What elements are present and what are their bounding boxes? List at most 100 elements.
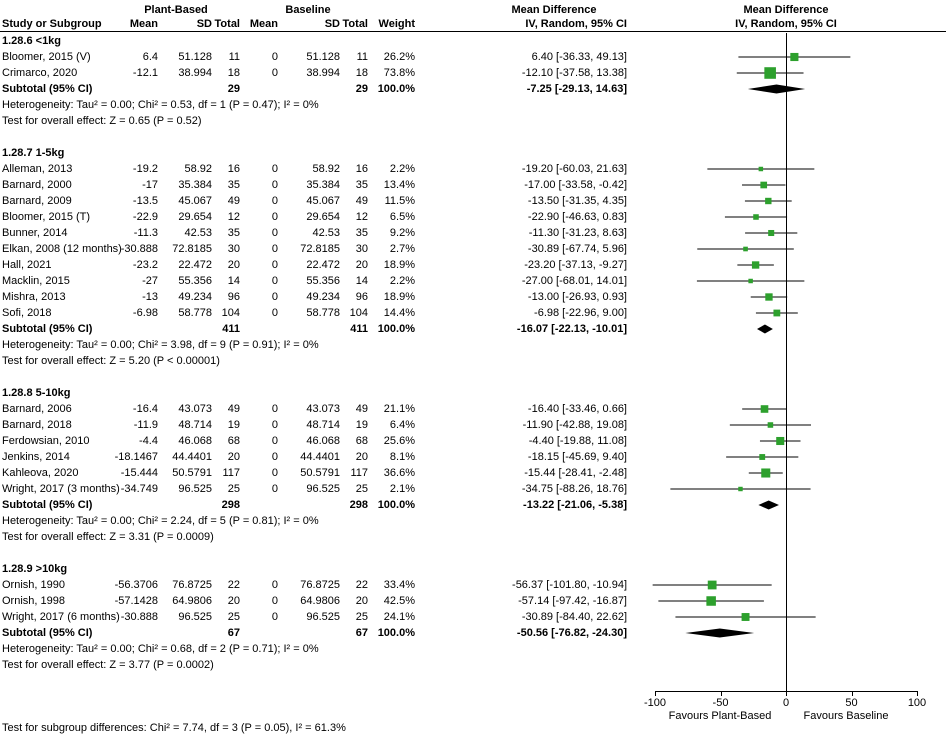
subgroup-title: 1.28.9 >10kg xyxy=(2,563,68,575)
baseline-sd: 29.654 xyxy=(306,211,340,223)
effect-square xyxy=(790,52,799,62)
baseline-sd: 38.994 xyxy=(306,67,340,79)
baseline-mean: 0 xyxy=(271,195,278,207)
baseline-mean: 0 xyxy=(271,483,278,495)
baseline-total: 20 xyxy=(355,259,368,271)
effect-square xyxy=(741,613,750,621)
plant-total: 25 xyxy=(227,611,240,623)
effect-square xyxy=(765,293,773,301)
weight-value: 36.6% xyxy=(383,467,415,479)
mean-difference-plot-header: Mean Difference xyxy=(743,4,829,16)
heterogeneity-row: Heterogeneity: Tau² = 0.00; Chi² = 0.53,… xyxy=(0,97,946,113)
plant-mean: -16.4 xyxy=(132,403,158,415)
plant-mean: -56.3706 xyxy=(114,579,158,591)
ci-text: -30.89 [-84.40, 22.62] xyxy=(521,611,627,623)
heterogeneity-row: Heterogeneity: Tau² = 0.00; Chi² = 0.68,… xyxy=(0,641,946,657)
ci-text: -56.37 [-101.80, -10.94] xyxy=(512,579,627,591)
weight-value: 18.9% xyxy=(383,291,415,303)
plant-total: 298 xyxy=(221,499,240,511)
study-row: Jenkins, 2014 -18.1467 44.4401 20 0 44.4401 20… xyxy=(0,449,946,465)
plant-mean: -13 xyxy=(142,291,158,303)
study-column-header: Study or Subgroup xyxy=(2,18,102,30)
subtotal-label: Subtotal (95% CI) xyxy=(2,627,93,639)
ci-plot xyxy=(745,229,798,237)
ci-text: -18.15 [-45.69, 9.40] xyxy=(527,451,627,463)
subgroup-title-row: 1.28.9 >10kg xyxy=(0,561,946,577)
plant-total: 30 xyxy=(227,243,240,255)
effect-square xyxy=(765,197,772,205)
effect-square xyxy=(761,468,771,478)
study-name: Bunner, 2014 xyxy=(2,227,68,239)
plant-total: 12 xyxy=(227,211,240,223)
baseline-total: 117 xyxy=(350,467,368,479)
plant-mean: -12.1 xyxy=(132,67,158,79)
plant-mean: -27 xyxy=(142,275,158,287)
axis-tick-label: -100 xyxy=(643,697,667,709)
baseline-total: 25 xyxy=(355,483,368,495)
baseline-sd: 96.525 xyxy=(306,483,340,495)
ci-text: -16.07 [-22.13, -10.01] xyxy=(516,323,627,335)
study-row: Kahleova, 2020 -15.444 50.5791 117 0 50.5791 1… xyxy=(0,465,946,481)
baseline-total: 20 xyxy=(355,451,368,463)
ci-plot xyxy=(758,500,779,510)
ci-plot xyxy=(729,422,811,428)
baseline-sd: 43.073 xyxy=(306,403,340,415)
heterogeneity-text: Heterogeneity: Tau² = 0.00; Chi² = 0.53,… xyxy=(2,99,319,111)
ci-plot xyxy=(738,52,851,62)
overall-effect-row: Test for overall effect: Z = 3.31 (P = 0… xyxy=(0,529,946,545)
baseline-mean: 0 xyxy=(271,307,278,319)
axis-tick xyxy=(851,691,853,696)
weight-value: 33.4% xyxy=(383,579,415,591)
header-divider xyxy=(0,31,946,32)
effect-square xyxy=(760,181,768,189)
subtotal-label: Subtotal (95% CI) xyxy=(2,499,93,511)
ci-text: -23.20 [-37.13, -9.27] xyxy=(524,259,627,271)
overall-effect-row: Test for overall effect: Z = 0.65 (P = 0… xyxy=(0,113,946,129)
ci-plot xyxy=(652,580,772,590)
plant-total: 104 xyxy=(221,307,240,319)
ci-plot xyxy=(755,309,798,317)
plant-total: 16 xyxy=(227,163,240,175)
ci-text: -4.40 [-19.88, 11.08] xyxy=(528,435,627,447)
study-row: Barnard, 2009 -13.5 45.067 49 0 45.067 49 11.5%… xyxy=(0,193,946,209)
subtotal-label: Subtotal (95% CI) xyxy=(2,323,93,335)
ci-text: -13.50 [-31.35, 4.35] xyxy=(527,195,627,207)
plant-mean: -34.749 xyxy=(120,483,158,495)
baseline-sd: 49.234 xyxy=(306,291,340,303)
baseline-sd: 50.5791 xyxy=(300,467,340,479)
plant-total: 22 xyxy=(227,579,240,591)
subgroup-title: 1.28.7 1-5kg xyxy=(2,147,65,159)
study-name: Elkan, 2008 (12 months) xyxy=(2,243,122,255)
effect-square xyxy=(776,436,785,446)
study-row: Hall, 2021 -23.2 22.472 20 0 22.472 20 18.9% -23… xyxy=(0,257,946,273)
baseline-total: 411 xyxy=(350,323,368,335)
baseline-mean: 0 xyxy=(271,403,278,415)
ci-text: -50.56 [-76.82, -24.30] xyxy=(516,627,627,639)
plant-mean: -17 xyxy=(142,179,158,191)
study-name: Barnard, 2006 xyxy=(2,403,72,415)
baseline-sd: 35.384 xyxy=(306,179,340,191)
baseline-sd: 45.067 xyxy=(306,195,340,207)
effect-square xyxy=(767,422,774,428)
baseline-total-column-header: Total xyxy=(342,18,368,30)
study-name: Alleman, 2013 xyxy=(2,163,73,175)
weight-value: 2.7% xyxy=(389,243,415,255)
ci-text: -57.14 [-97.42, -16.87] xyxy=(518,595,627,607)
subtotal-row: Subtotal (95% CI) 67 67 100.0% -50.56 [-76.8… xyxy=(0,625,946,641)
plant-total: 25 xyxy=(227,483,240,495)
plant-sd: 72.8185 xyxy=(172,243,212,255)
effect-square xyxy=(706,596,716,606)
baseline-total: 19 xyxy=(355,419,368,431)
ci-text: -30.89 [-67.74, 5.96] xyxy=(527,243,627,255)
baseline-total: 29 xyxy=(355,83,368,95)
plant-sd: 42.53 xyxy=(184,227,212,239)
baseline-sd: 51.128 xyxy=(306,51,340,63)
baseline-sd: 42.53 xyxy=(312,227,340,239)
ci-text: -19.20 [-60.03, 21.63] xyxy=(521,163,627,175)
study-row: Wright, 2017 (6 months) -30.888 96.525 25 0 9… xyxy=(0,609,946,625)
subgroup-title-row: 1.28.8 5-10kg xyxy=(0,385,946,401)
study-row: Bunner, 2014 -11.3 42.53 35 0 42.53 35 9.2% -11.… xyxy=(0,225,946,241)
effect-square xyxy=(760,405,769,413)
plant-total: 67 xyxy=(227,627,240,639)
baseline-total: 49 xyxy=(355,195,368,207)
